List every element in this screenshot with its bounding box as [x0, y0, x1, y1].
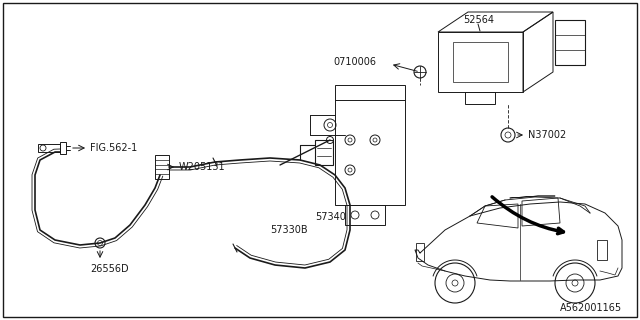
Text: N37002: N37002 [528, 130, 566, 140]
Text: 0710006: 0710006 [333, 57, 376, 67]
Bar [438, 32, 523, 92]
Text: W205131: W205131 [179, 162, 226, 172]
Text: FIG.562-1: FIG.562-1 [90, 143, 137, 153]
Bar [315, 140, 333, 165]
Bar [38, 144, 60, 152]
Text: A562001165: A562001165 [560, 303, 622, 313]
Bar [453, 42, 508, 82]
Text: 52564: 52564 [463, 15, 494, 25]
Bar [335, 85, 405, 205]
Text: 26556D: 26556D [90, 264, 129, 274]
Text: 57340: 57340 [315, 212, 346, 222]
Text: 57330B: 57330B [270, 225, 308, 235]
Bar [155, 155, 169, 179]
Bar [345, 205, 385, 225]
Bar [416, 243, 424, 261]
Bar [60, 142, 66, 154]
Bar [465, 92, 495, 104]
Bar [555, 20, 585, 65]
Bar [597, 240, 607, 260]
